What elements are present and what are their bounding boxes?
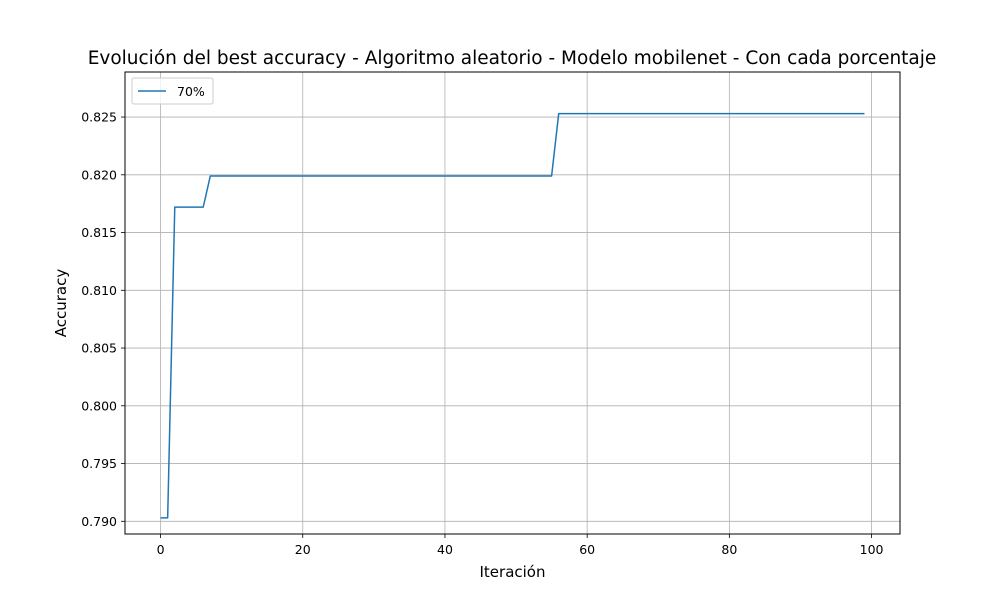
axes-frame	[124, 71, 901, 535]
x-tick-label: 60	[579, 542, 595, 557]
x-axis-label: Iteración	[480, 563, 546, 581]
y-axis-label: Accuracy	[52, 269, 70, 338]
x-axis-ticks: 0 20 40 60 80 100	[157, 534, 884, 557]
grid-lines	[125, 72, 900, 534]
x-tick-label: 0	[157, 542, 165, 557]
legend: 70%	[131, 77, 214, 105]
x-tick-label: 100	[860, 542, 884, 557]
legend-box	[131, 77, 214, 105]
x-tick-label: 20	[295, 542, 311, 557]
x-tick-label: 80	[721, 542, 737, 557]
series-line	[160, 112, 865, 519]
y-axis-ticks: 0.790 0.795 0.800 0.805 0.810 0.815 0.820 0.825	[81, 110, 125, 529]
series-layer	[160, 112, 865, 519]
y-tick-label: 0.795	[81, 456, 117, 471]
y-tick-label: 0.815	[81, 225, 117, 240]
x-tick-label: 40	[437, 542, 453, 557]
y-tick-label: 0.820	[81, 167, 117, 182]
y-tick-label: 0.810	[81, 283, 117, 298]
legend-entry-label: 70%	[177, 84, 205, 99]
y-tick-label: 0.800	[81, 398, 117, 413]
y-tick-label: 0.825	[81, 110, 117, 125]
y-tick-label: 0.805	[81, 341, 117, 356]
y-tick-label: 0.790	[81, 514, 117, 529]
chart-title: Evolución del best accuracy - Algoritmo …	[88, 48, 937, 69]
